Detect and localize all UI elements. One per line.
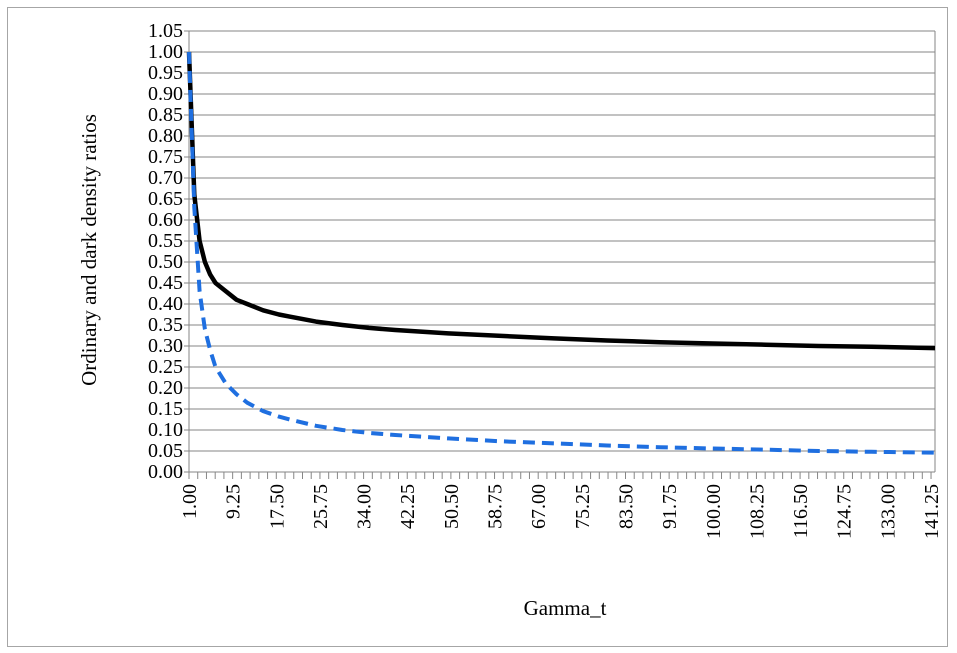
x-tick-label: 42.25 [397, 484, 419, 529]
x-tick-label: 17.50 [266, 484, 288, 529]
y-tick-label: 0.00 [148, 461, 183, 483]
x-tick-label: 9.25 [223, 484, 245, 519]
y-tick-label: 0.15 [148, 398, 183, 420]
x-tick-label: 141.25 [921, 484, 943, 539]
x-tick-label: 116.50 [790, 484, 812, 538]
x-tick-label: 100.00 [703, 484, 725, 539]
x-tick-label: 58.75 [485, 484, 507, 529]
x-tick-label: 50.50 [441, 484, 463, 529]
y-tick-label: 0.85 [148, 104, 183, 126]
x-tick-label: 25.75 [310, 484, 332, 529]
series-line-dashed [187, 51, 936, 455]
x-tick-label: 108.25 [746, 484, 768, 539]
x-tick-label: 83.50 [615, 484, 637, 529]
x-tick-label: 91.75 [659, 484, 681, 529]
series-line-solid [186, 51, 936, 351]
y-tick-label: 0.10 [148, 419, 183, 441]
y-tick-label: 0.20 [148, 377, 183, 399]
y-tick-label: 0.35 [148, 314, 183, 336]
x-tick-label: 133.00 [877, 484, 899, 539]
y-axis-title: Ordinary and dark density ratios [77, 114, 101, 386]
y-tick-label: 0.95 [148, 62, 183, 84]
y-tick-label: 0.05 [148, 440, 183, 462]
chart-frame [7, 7, 948, 647]
x-tick-label: 124.75 [834, 484, 856, 539]
x-tick-label: 67.00 [528, 484, 550, 529]
y-tick-label: 1.00 [148, 41, 183, 63]
series-lines [186, 51, 936, 455]
y-tick-label: 0.40 [148, 293, 183, 315]
axes [184, 30, 936, 479]
x-axis-title: Gamma_t [524, 596, 607, 620]
y-tick-label: 0.50 [148, 251, 183, 273]
y-tick-label: 0.60 [148, 209, 183, 231]
y-tick-label: 0.45 [148, 272, 183, 294]
y-tick-label: 0.80 [148, 125, 183, 147]
x-tick-labels: 1.00 9.25 17.50 25.75 34.00 42.25 50.50 58.75 67… [179, 484, 943, 539]
y-tick-labels: 0.000.050.100.150.200.250.300.350.400.45… [148, 20, 183, 483]
x-tick-label: 75.25 [572, 484, 594, 529]
y-tick-label: 0.75 [148, 146, 183, 168]
y-tick-label: 0.55 [148, 230, 183, 252]
gridlines [189, 30, 935, 452]
x-tick-label: 1.00 [179, 484, 201, 519]
y-tick-label: 0.65 [148, 188, 183, 210]
x-tick-label: 34.00 [354, 484, 376, 529]
y-tick-label: 0.70 [148, 167, 183, 189]
y-tick-label: 1.05 [148, 20, 183, 42]
y-tick-label: 0.25 [148, 356, 183, 378]
y-tick-label: 0.90 [148, 83, 183, 105]
y-tick-label: 0.30 [148, 335, 183, 357]
